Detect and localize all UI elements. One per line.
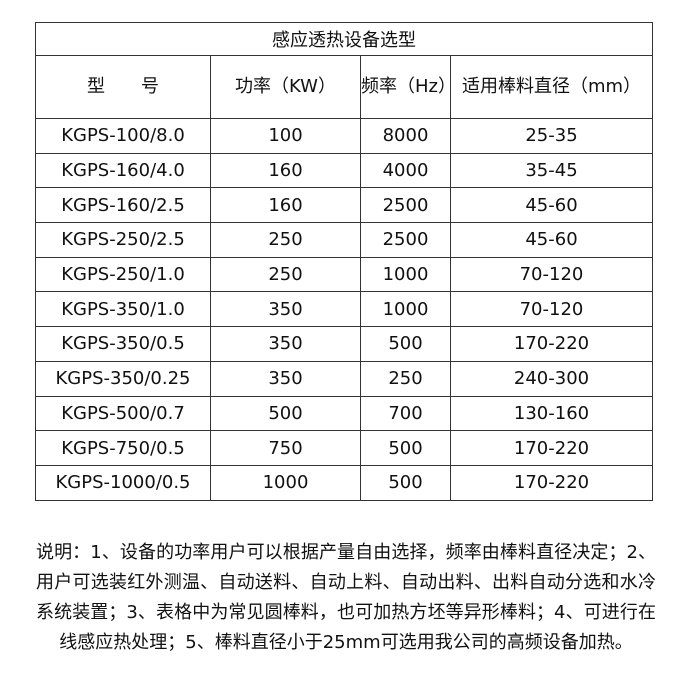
table-cell: 70-120 <box>450 291 653 328</box>
table-cell: 2500 <box>360 187 451 224</box>
table-cell: 240-300 <box>450 360 653 397</box>
table-row: KGPS-160/4.0 160 4000 35-45 <box>35 152 653 189</box>
table-cell: 2500 <box>360 222 451 258</box>
table-cell: KGPS-350/0.5 <box>35 326 211 362</box>
table-cell: 250 <box>360 360 451 397</box>
table-cell: 350 <box>210 360 361 397</box>
table-cell: 130-160 <box>450 395 653 432</box>
table-cell: 170-220 <box>450 430 653 466</box>
table-row: KGPS-750/0.5 750 500 170-220 <box>35 430 653 466</box>
table-cell: 1000 <box>360 291 451 328</box>
header-row: 型 号功率（KW） 频率（Hz） 适用棒料直径（mm） <box>35 55 653 119</box>
table-row: KGPS-350/0.5 350 500 170-220 <box>35 326 653 362</box>
table-cell: 160 <box>210 152 361 189</box>
table-cell: 45-60 <box>450 222 653 258</box>
table-cell: KGPS-250/2.5 <box>35 222 211 258</box>
table-cell: 500 <box>210 395 361 432</box>
table-cell: 160 <box>210 187 361 224</box>
table-cell: KGPS-500/0.7 <box>35 395 211 432</box>
table-cell: 750 <box>210 430 361 466</box>
table-cell: 500 <box>360 430 451 466</box>
table-cell: 100 <box>210 118 361 154</box>
table-cell: 170-220 <box>450 464 653 501</box>
table-cell: 170-220 <box>450 326 653 362</box>
spec-table: 感应透热设备选型 型 号功率（KW） 频率（Hz） 适用棒料直径（mm） KGPS-… <box>35 22 653 501</box>
table-row: KGPS-250/2.5 250 2500 45-60 <box>35 222 653 258</box>
table-body: KGPS-100/8.0 100 8000 25-35 KGPS-160/4.0 160 4… <box>35 118 653 501</box>
table-cell: KGPS-250/1.0 <box>35 256 211 293</box>
table-row: KGPS-500/0.7 500 700 130-160 <box>35 395 653 432</box>
table-cell: KGPS-160/4.0 <box>35 152 211 189</box>
table-cell: 1000 <box>360 256 451 293</box>
table-cell: KGPS-350/1.0 <box>35 291 211 328</box>
table-cell: 8000 <box>360 118 451 154</box>
table-cell: 25-35 <box>450 118 653 154</box>
table-row: KGPS-160/2.5 160 2500 45-60 <box>35 187 653 224</box>
header-cell: 型 号 <box>35 55 211 119</box>
table-row: KGPS-350/1.0 350 1000 70-120 <box>35 291 653 328</box>
table-cell: 500 <box>360 464 451 501</box>
table-cell: KGPS-750/0.5 <box>35 430 211 466</box>
table-row: KGPS-350/0.25 350 250 240-300 <box>35 360 653 397</box>
table-title: 感应透热设备选型 <box>35 22 653 56</box>
note: 说明：1、设备的功率用户可以根据产量自由选择，频率由棒料直径决定；2、用户可选装… <box>36 542 656 653</box>
table-cell: 70-120 <box>450 256 653 293</box>
table-cell: 350 <box>210 291 361 328</box>
table-cell: KGPS-350/0.25 <box>35 360 211 397</box>
header-cell: 频率（Hz） <box>360 55 456 119</box>
table-cell: 700 <box>360 395 451 432</box>
table-cell: KGPS-1000/0.5 <box>35 464 211 501</box>
table-cell: 35-45 <box>450 152 653 189</box>
table-cell: 45-60 <box>450 187 653 224</box>
table-row: KGPS-250/1.0 250 1000 70-120 <box>35 256 653 293</box>
table-cell: 4000 <box>360 152 451 189</box>
table-cell: 250 <box>210 256 361 293</box>
table-cell: 350 <box>210 326 361 362</box>
table-cell: 1000 <box>210 464 361 501</box>
table-cell: 250 <box>210 222 361 258</box>
header-cell: 适用棒料直径（mm） <box>450 55 653 119</box>
header-cell: 功率（KW） <box>210 55 361 119</box>
table-cell: 500 <box>360 326 451 362</box>
table-row: KGPS-100/8.0 100 8000 25-35 <box>35 118 653 154</box>
table-cell: KGPS-160/2.5 <box>35 187 211 224</box>
table-cell: KGPS-100/8.0 <box>35 118 211 154</box>
table-row: KGPS-1000/0.5 1000 500 170-220 <box>35 464 653 501</box>
